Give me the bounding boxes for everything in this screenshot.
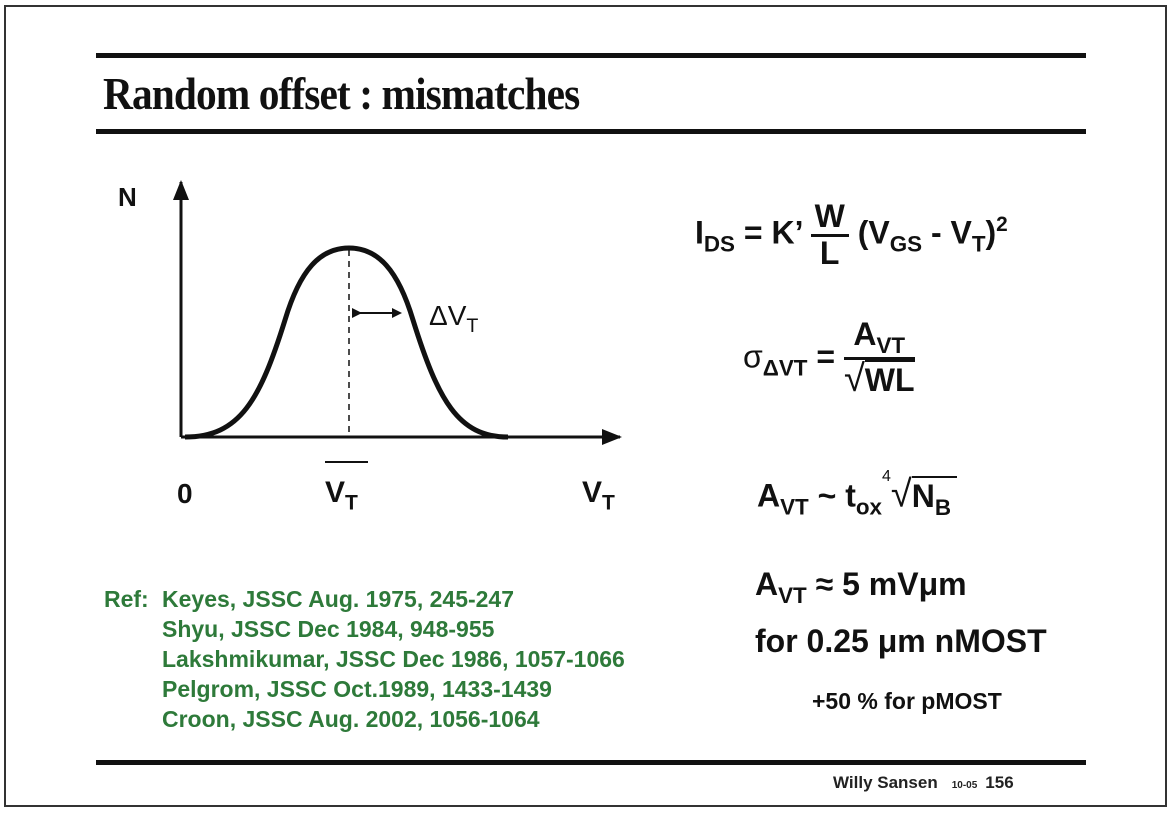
eq-text: A <box>853 316 877 352</box>
eq-text: = K’ <box>735 214 811 251</box>
nmost-note: for 0.25 μm nMOST <box>755 623 1047 659</box>
x-axis-label-main: V <box>582 476 603 509</box>
eq-text: A <box>755 566 779 602</box>
eq-sub: VT <box>780 494 809 520</box>
eq-text: ≈ 5 mVμm <box>806 566 967 602</box>
reference-item: Pelgrom, JSSC Oct.1989, 1433-1439 <box>104 674 625 704</box>
references: Ref: Keyes, JSSC Aug. 1975, 245-247 Shyu,… <box>104 584 625 734</box>
footer: Willy Sansen 10-05 156 <box>833 773 1014 793</box>
reference-text: Lakshmikumar, JSSC Dec 1986, 1057-1066 <box>162 646 625 672</box>
x-axis-label-sub: T <box>602 491 615 515</box>
spread-label-main: ΔV <box>429 300 467 331</box>
footer-rule <box>96 760 1086 765</box>
distribution-curve <box>184 245 509 440</box>
eq-sub: T <box>971 231 986 257</box>
reference-text: Shyu, JSSC Dec 1984, 948-955 <box>162 616 495 642</box>
fraction-denominator: √WL <box>843 358 915 401</box>
reference-item: Shyu, JSSC Dec 1984, 948-955 <box>104 614 625 644</box>
root-sign-icon: √ <box>890 473 912 516</box>
y-axis-label: N <box>118 182 137 212</box>
sqrt-sign-icon: √ <box>843 358 865 401</box>
reference-item: Croon, JSSC Aug. 2002, 1056-1064 <box>104 704 625 734</box>
eq-sub: ΔVT <box>762 355 808 381</box>
eq-text: (V <box>848 214 890 251</box>
eq-text: ~ t <box>808 477 856 514</box>
eq-sub: ox <box>855 494 882 520</box>
eq-sub: VT <box>778 582 807 608</box>
sigma-fraction: AVT √WL <box>843 316 915 401</box>
eq-text: = <box>807 338 844 375</box>
eq-sup: 2 <box>996 213 1008 237</box>
sigma-equation: σΔVT = AVT √WL <box>743 316 915 401</box>
spread-label-sub: T <box>466 314 479 337</box>
eq-text: N <box>911 477 935 514</box>
references-label: Ref: <box>104 586 149 612</box>
reference-text: Croon, JSSC Aug. 2002, 1056-1064 <box>162 706 540 732</box>
mean-label-main: V <box>325 476 346 509</box>
eq-text: ) <box>985 214 997 251</box>
eq-text: I <box>695 214 704 251</box>
eq-text: σ <box>743 338 763 375</box>
footer-date: 10-05 <box>951 780 978 791</box>
eq-text: A <box>757 477 781 514</box>
pmost-note: +50 % for pMOST <box>812 688 1002 714</box>
fraction-numerator: W <box>810 199 849 237</box>
eq-text: WL <box>864 360 915 399</box>
reference-text: Pelgrom, JSSC Oct.1989, 1433-1439 <box>162 676 552 702</box>
eq-sub: VT <box>876 332 906 358</box>
eq-text: - V <box>922 214 972 251</box>
fraction-denominator: L <box>819 234 840 271</box>
reference-text: Keyes, JSSC Aug. 1975, 245-247 <box>162 586 515 612</box>
radicand: NB <box>911 475 958 519</box>
reference-item: Lakshmikumar, JSSC Dec 1986, 1057-1066 <box>104 644 625 674</box>
eq-sub: DS <box>703 231 735 257</box>
mean-label-sub: T <box>345 491 358 515</box>
root-index: 4 <box>882 468 891 485</box>
mean-label: VT <box>325 476 358 515</box>
slide-frame <box>4 5 1167 807</box>
avt-value: AVT ≈ 5 mVμm <box>755 566 967 609</box>
fraction-numerator: AVT <box>843 316 915 361</box>
page-number: 156 <box>985 773 1014 792</box>
eq-sub: GS <box>889 231 923 257</box>
footer-author: Willy Sansen <box>833 773 938 792</box>
top-rule <box>96 53 1086 58</box>
title-underline <box>96 129 1086 134</box>
reference-item: Ref: Keyes, JSSC Aug. 1975, 245-247 <box>104 584 625 614</box>
x-axis-label: VT <box>582 476 615 515</box>
eq-sub: B <box>934 494 952 520</box>
slide-title: Random offset : mismatches <box>103 69 580 119</box>
origin-label: 0 <box>177 478 193 509</box>
avt-proportionality: AVT ~ tox4√NB <box>757 468 958 520</box>
spread-label: ΔVT <box>429 300 478 338</box>
